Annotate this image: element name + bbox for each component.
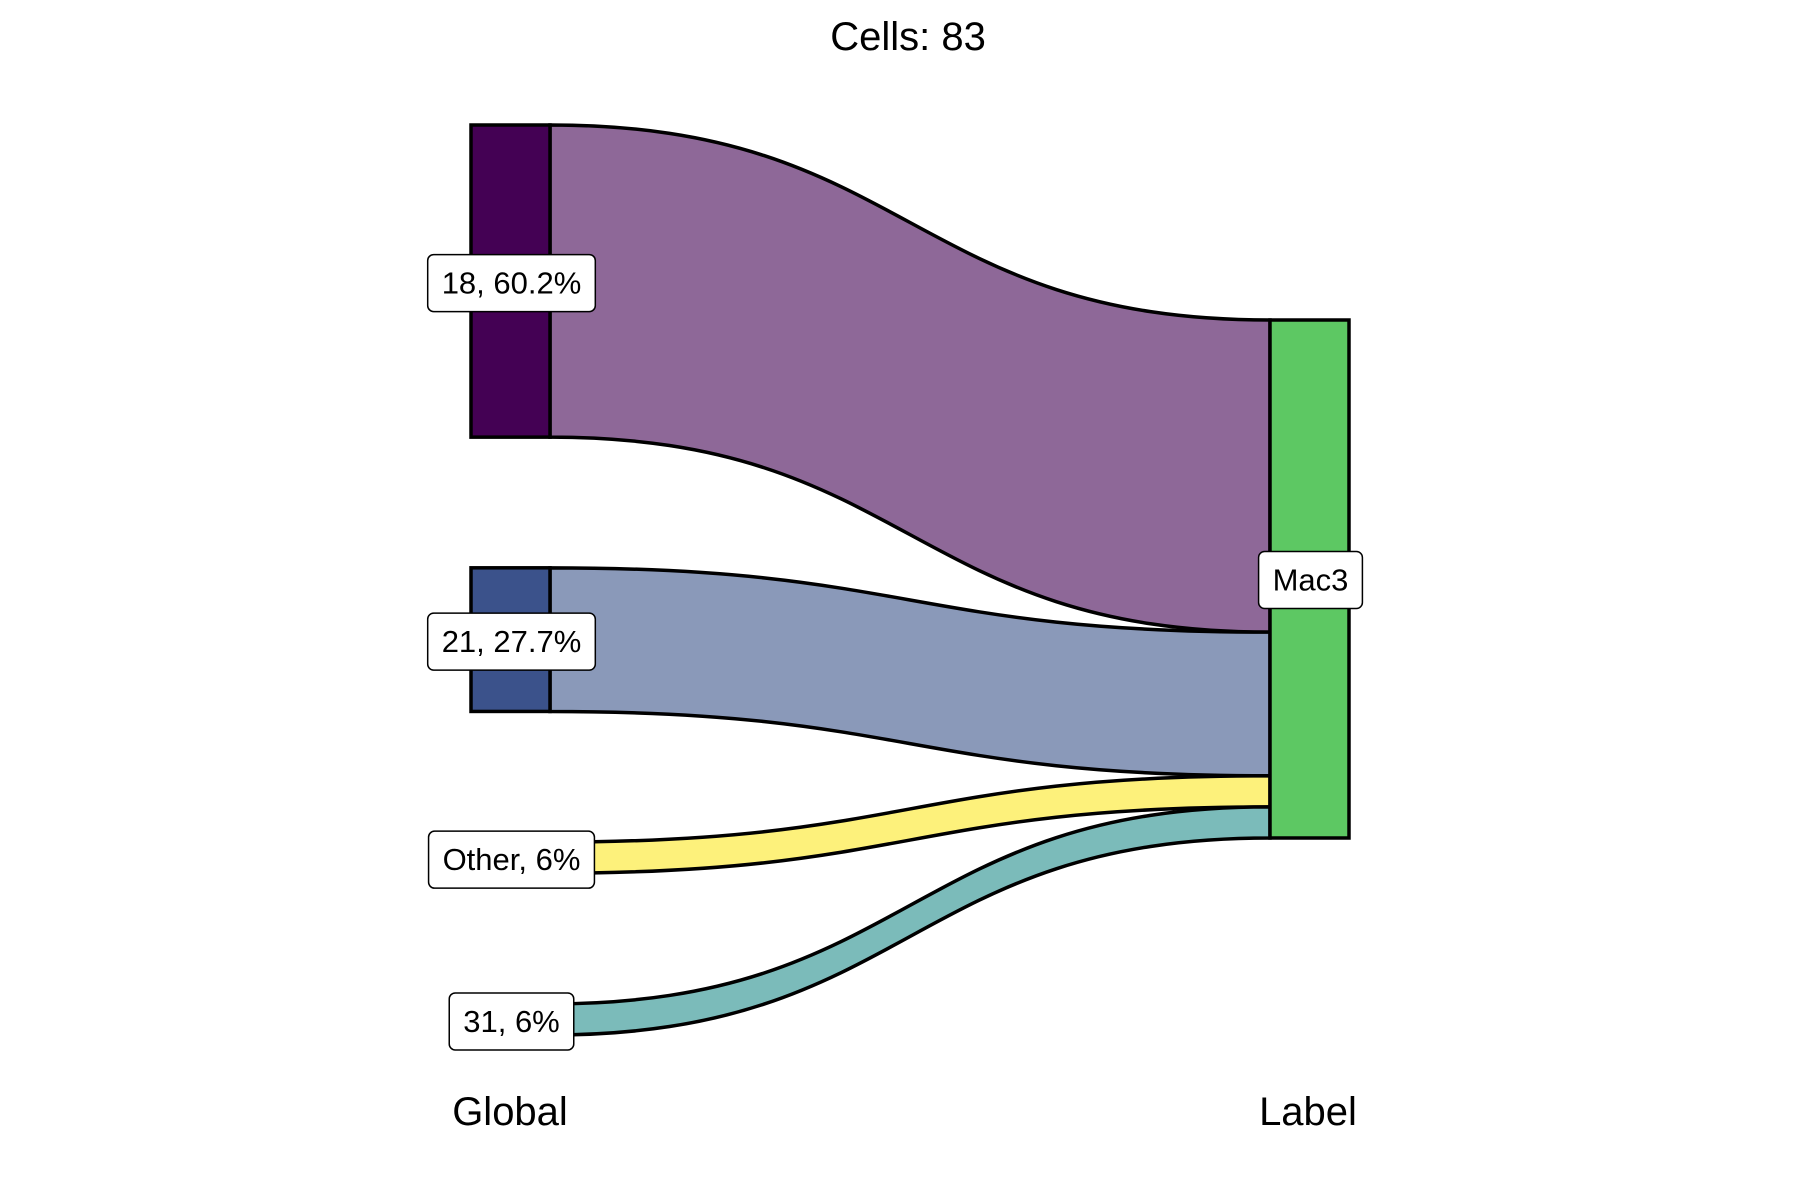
source-label-18: 18, 60.2%	[426, 253, 597, 313]
source-label-18-text: 18, 60.2%	[442, 266, 582, 301]
axis-label-label: Label	[1259, 1090, 1357, 1134]
flow-18-to-mac3	[548, 123, 1272, 634]
source-label-31-text: 31, 6%	[463, 1004, 560, 1039]
source-label-other: Other, 6%	[427, 830, 596, 889]
flows-layer	[548, 123, 1272, 1037]
target-label-mac3: Mac3	[1257, 550, 1364, 610]
labels-layer: 18, 60.2% 21, 27.7% Other, 6% 31, 6% Mac3	[426, 253, 1364, 1051]
source-label-other-text: Other, 6%	[443, 842, 581, 877]
target-label-mac3-box	[1257, 550, 1364, 610]
target-label-mac3-text: Mac3	[1273, 563, 1349, 598]
chart-title: Cells: 83	[830, 15, 986, 59]
source-label-18-box	[426, 253, 597, 313]
source-label-other-box	[427, 830, 596, 889]
source-label-21-text: 21, 27.7%	[442, 624, 582, 659]
axis-label-global: Global	[452, 1090, 568, 1134]
source-label-31-box	[448, 992, 575, 1051]
source-label-21: 21, 27.7%	[426, 612, 597, 671]
source-label-21-box	[426, 612, 597, 671]
source-label-31: 31, 6%	[448, 992, 575, 1051]
